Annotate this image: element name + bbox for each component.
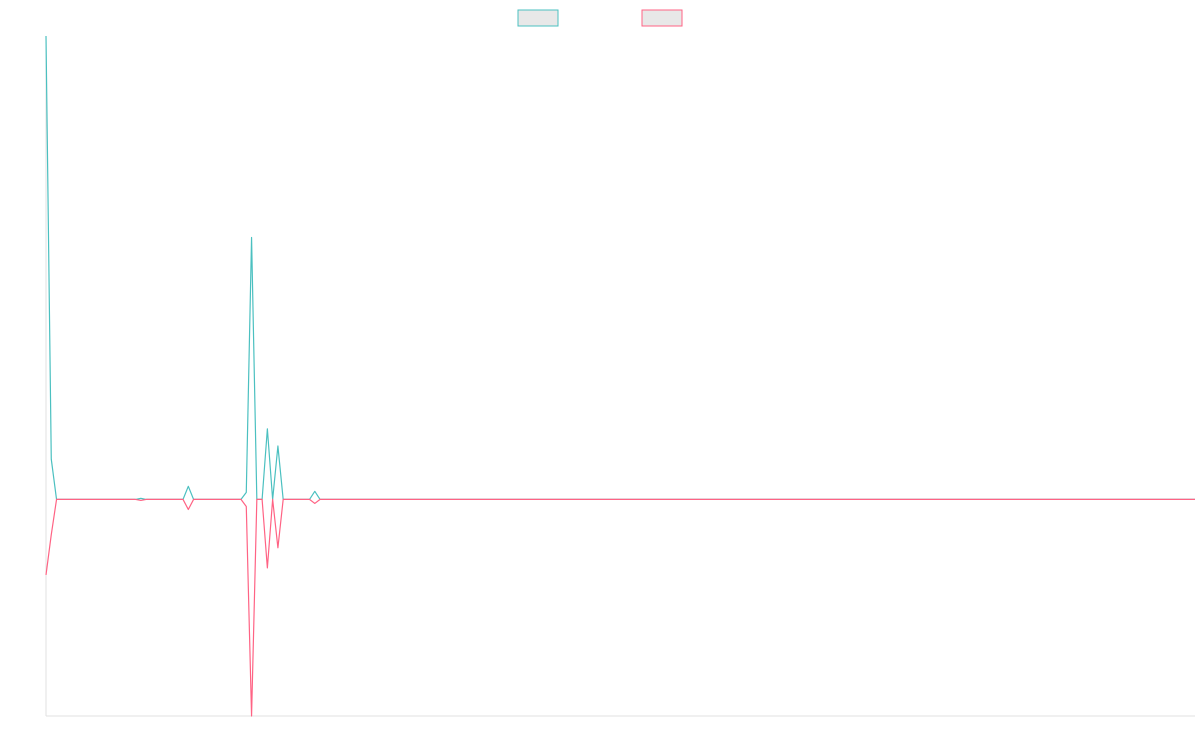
legend <box>517 9 683 27</box>
legend-item-2[interactable] <box>641 9 683 27</box>
legend-swatch <box>517 9 559 27</box>
legend-item-1[interactable] <box>517 9 559 27</box>
series-line-2 <box>45 498 1195 717</box>
series-line-1 <box>45 35 1195 501</box>
series-layer <box>45 35 1195 717</box>
axes <box>45 36 1195 717</box>
legend-swatch <box>641 9 683 27</box>
